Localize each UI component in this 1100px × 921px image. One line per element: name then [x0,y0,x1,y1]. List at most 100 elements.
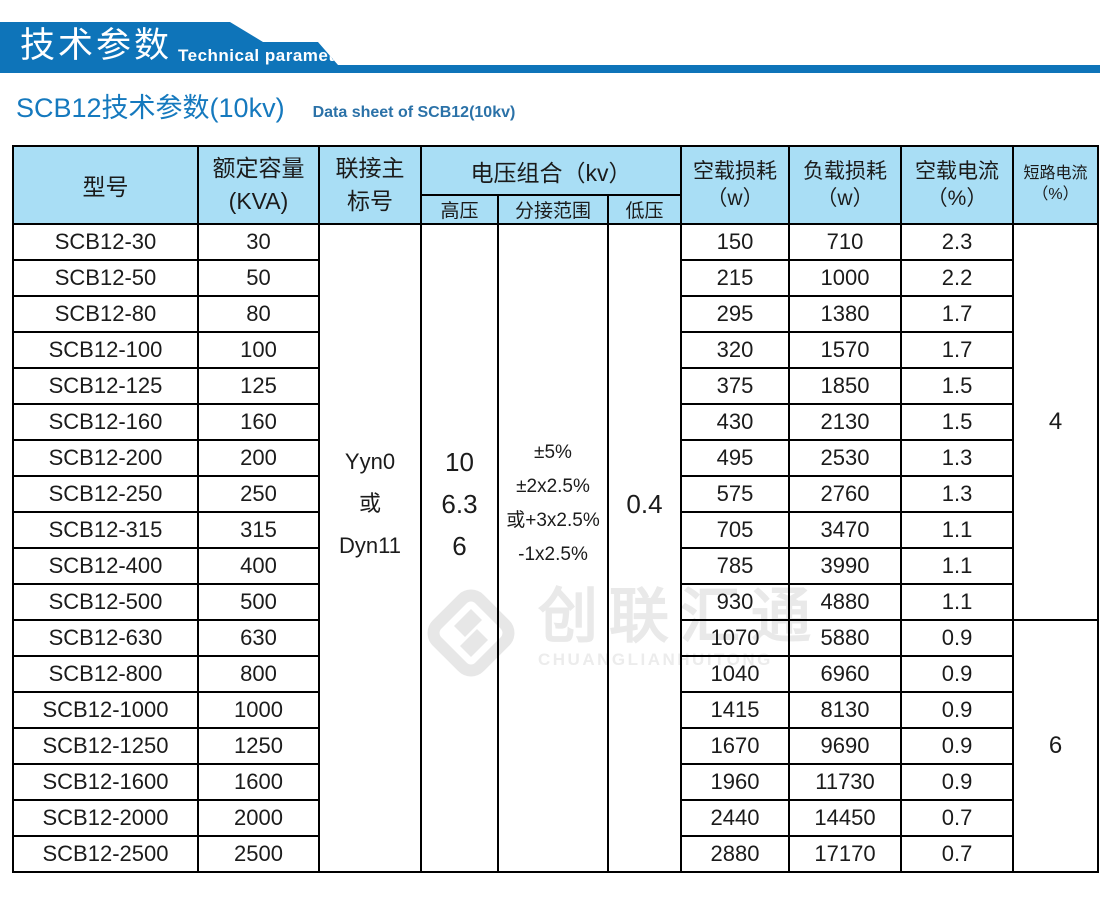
cell-no-load-loss: 1070 [680,619,791,657]
vector-group-line: Yyn0 [344,449,396,474]
page-title: SCB12技术参数(10kv) Data sheet of SCB12(10kv… [16,86,515,125]
table-row: SCB12-125 125 375 1850 1.5 [12,367,1098,405]
cell-no-load-loss: 1960 [680,763,791,801]
cell-no-load-loss: 1040 [680,655,791,693]
header-capacity-line1: 额定容量 [212,154,305,181]
cell-no-load-loss: 2440 [680,799,791,837]
cell-load-loss: 2530 [788,439,903,477]
cell-no-load-current: 1.3 [900,439,1015,477]
cell-vector-group: Yyn0 或 Dyn11 [318,223,422,873]
cell-no-load-current: 1.1 [900,583,1015,621]
banner-title-en: Technical parameter [178,46,352,65]
cell-no-load-loss: 295 [680,295,791,333]
cell-model: SCB12-1600 [12,763,199,801]
cell-model: SCB12-100 [12,331,199,369]
parameters-table: 型号 额定容量 (KVA) 联接主 标号 电压组合（kv） 空载损耗 （w） 负… [12,145,1100,873]
parameters-table-wrap: 型号 额定容量 (KVA) 联接主 标号 电压组合（kv） 空载损耗 （w） 负… [12,145,1100,873]
table-row: SCB12-30 30 Yyn0 或 Dyn11 10 6.3 6 ±5% ±2… [12,223,1100,873]
cell-capacity: 1000 [197,691,320,729]
cell-no-load-loss: 785 [680,547,791,585]
cell-no-load-current: 0.7 [900,799,1015,837]
cell-capacity: 160 [197,403,320,441]
cell-model: SCB12-800 [12,655,199,693]
cell-model: SCB12-315 [12,511,199,549]
cell-capacity: 630 [197,619,320,657]
cell-capacity: 30 [197,223,320,261]
hv-value: 6 [452,531,467,561]
cell-model: SCB12-50 [12,259,199,297]
table-row: SCB12-1250 1250 1670 9690 0.9 [12,727,1098,765]
lv-value: 0.4 [626,488,663,519]
cell-no-load-current: 2.2 [900,259,1015,297]
cell-no-load-current: 1.3 [900,475,1015,513]
cell-no-load-current: 1.1 [900,547,1015,585]
cell-no-load-loss: 320 [680,331,791,369]
vector-group-line: 或 [358,491,381,516]
cell-short-circuit-top: 4 [1012,223,1100,621]
cell-model: SCB12-160 [12,403,199,441]
header-vector-line2: 标号 [347,188,393,214]
cell-load-loss: 3990 [788,547,903,585]
cell-capacity: 80 [197,295,320,333]
cell-no-load-loss: 495 [680,439,791,477]
cell-capacity: 125 [197,367,320,405]
header-load-loss-line1: 负载损耗 [803,159,888,183]
cell-no-load-loss: 1670 [680,727,791,765]
cell-load-loss: 1570 [788,331,903,369]
cell-capacity: 1600 [197,763,320,801]
header-capacity-line2: (KVA) [228,188,289,214]
cell-no-load-loss: 1415 [680,691,791,729]
header-model: 型号 [12,145,199,225]
cell-model: SCB12-1250 [12,727,199,765]
table-row: SCB12-2500 2500 2880 17170 0.7 [12,835,1098,873]
cell-capacity: 2000 [197,799,320,837]
cell-model: SCB12-500 [12,583,199,621]
cell-no-load-loss: 430 [680,403,791,441]
cell-no-load-current: 1.5 [900,403,1015,441]
table-row: SCB12-200 200 495 2530 1.3 [12,439,1098,477]
cell-capacity: 800 [197,655,320,693]
cell-no-load-current: 1.7 [900,331,1015,369]
cell-load-loss: 11730 [788,763,903,801]
header-no-load-current-line1: 空载电流 [915,159,1000,183]
header-vector-line1: 联接主 [335,154,405,181]
cell-tap-range-values: ±5% ±2x2.5% 或+3x2.5% -1x2.5% [497,223,609,873]
cell-load-loss: 8130 [788,691,903,729]
cell-capacity: 2500 [197,835,320,873]
header-load-loss: 负载损耗 （w） [788,145,903,225]
cell-capacity: 100 [197,331,320,369]
table-row: SCB12-400 400 785 3990 1.1 [12,547,1098,585]
cell-no-load-current: 1.5 [900,367,1015,405]
cell-load-loss: 17170 [788,835,903,873]
cell-capacity: 1250 [197,727,320,765]
tap-value: ±2x2.5% [516,476,590,497]
cell-model: SCB12-125 [12,367,199,405]
cell-load-loss: 1000 [788,259,903,297]
cell-no-load-loss: 2880 [680,835,791,873]
cell-capacity: 315 [197,511,320,549]
table-row: SCB12-1000 1000 1415 8130 0.9 [12,691,1098,729]
header-no-load-current: 空载电流 （%） [900,145,1015,225]
cell-capacity: 400 [197,547,320,585]
table-row: SCB12-100 100 320 1570 1.7 [12,331,1098,369]
table-row: SCB12-800 800 1040 6960 0.9 [12,655,1098,693]
vector-group-line: Dyn11 [339,533,401,558]
cell-load-loss: 1850 [788,367,903,405]
cell-no-load-current: 0.9 [900,655,1015,693]
header-short-circuit-line2: （%） [1032,186,1079,203]
cell-no-load-loss: 375 [680,367,791,405]
cell-no-load-current: 0.7 [900,835,1015,873]
cell-lv-value: 0.4 [606,223,683,873]
cell-load-loss: 5880 [788,619,903,657]
cell-model: SCB12-1000 [12,691,199,729]
header-voltage-group: 电压组合（kv） [419,145,683,196]
cell-capacity: 50 [197,259,320,297]
header-no-load-loss-line2: （w） [706,187,764,210]
cell-short-circuit-bottom: 6 [1012,619,1100,873]
banner-title-zh: 技术参数 [20,26,173,65]
header-no-load-loss: 空载损耗 （w） [680,145,791,225]
cell-model: SCB12-2000 [12,799,199,837]
cell-load-loss: 710 [788,223,903,261]
table-row: SCB12-80 80 295 1380 1.7 [12,295,1098,333]
cell-no-load-loss: 150 [680,223,791,261]
